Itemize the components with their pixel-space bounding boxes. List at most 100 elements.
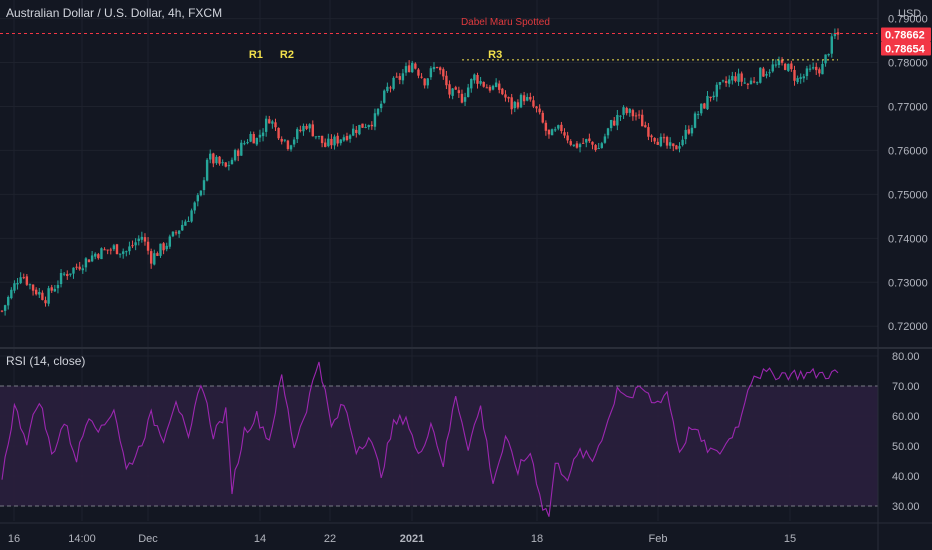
candle-body[interactable]	[631, 110, 635, 117]
candle-body[interactable]	[50, 287, 53, 291]
candle-body[interactable]	[361, 123, 364, 128]
candle-body[interactable]	[759, 67, 762, 83]
candle-body[interactable]	[560, 124, 563, 132]
candle-body[interactable]	[665, 137, 669, 146]
candle-body[interactable]	[460, 93, 464, 103]
candle-body[interactable]	[662, 137, 666, 139]
candle-body[interactable]	[59, 272, 63, 285]
candle-body[interactable]	[351, 128, 355, 136]
candle-body[interactable]	[162, 243, 165, 251]
candle-body[interactable]	[423, 78, 426, 86]
candle-body[interactable]	[38, 291, 41, 295]
candle-body[interactable]	[81, 268, 85, 271]
candle-body[interactable]	[69, 273, 72, 275]
candle-body[interactable]	[594, 145, 597, 150]
candle-body[interactable]	[249, 133, 252, 142]
candle-body[interactable]	[507, 97, 510, 99]
candle-body[interactable]	[358, 124, 361, 135]
candle-body[interactable]	[569, 141, 572, 145]
candle-body[interactable]	[305, 125, 308, 129]
candle-body[interactable]	[277, 127, 280, 139]
candle-body[interactable]	[224, 162, 227, 167]
candle-body[interactable]	[653, 137, 656, 142]
candle-body[interactable]	[675, 145, 678, 150]
candle-body[interactable]	[796, 78, 799, 83]
candle-body[interactable]	[718, 81, 722, 85]
candle-body[interactable]	[261, 132, 265, 137]
candle-body[interactable]	[547, 129, 551, 135]
candle-body[interactable]	[218, 156, 221, 164]
candle-body[interactable]	[488, 86, 492, 91]
candle-body[interactable]	[401, 73, 405, 81]
candle-body[interactable]	[411, 62, 414, 73]
candle-body[interactable]	[264, 118, 268, 132]
candle-body[interactable]	[171, 231, 175, 237]
candle-body[interactable]	[233, 150, 237, 161]
candle-body[interactable]	[622, 107, 625, 115]
candle-body[interactable]	[647, 127, 650, 137]
candle-body[interactable]	[376, 108, 380, 115]
candle-body[interactable]	[572, 144, 576, 146]
candle-body[interactable]	[818, 69, 821, 74]
candle-body[interactable]	[619, 115, 622, 117]
candle-body[interactable]	[538, 108, 541, 113]
candle-body[interactable]	[255, 137, 259, 145]
candle-body[interactable]	[566, 135, 569, 141]
candle-body[interactable]	[681, 139, 684, 146]
candle-body[interactable]	[100, 248, 103, 260]
candle-body[interactable]	[793, 69, 796, 81]
candle-body[interactable]	[7, 296, 10, 306]
candle-body[interactable]	[386, 86, 389, 92]
candle-body[interactable]	[286, 140, 290, 149]
candle-body[interactable]	[606, 128, 610, 136]
candle-body[interactable]	[243, 143, 246, 145]
candle-body[interactable]	[283, 139, 287, 141]
candle-body[interactable]	[184, 221, 187, 226]
candle-body[interactable]	[672, 143, 675, 147]
candle-body[interactable]	[299, 129, 302, 132]
candle-body[interactable]	[13, 283, 16, 291]
candle-body[interactable]	[783, 63, 787, 70]
candle-body[interactable]	[317, 135, 321, 137]
candle-body[interactable]	[339, 139, 342, 144]
candle-body[interactable]	[628, 108, 631, 113]
candle-body[interactable]	[448, 84, 451, 95]
candle-body[interactable]	[752, 81, 756, 83]
candle-body[interactable]	[774, 64, 778, 66]
candle-body[interactable]	[230, 159, 234, 165]
candle-body[interactable]	[66, 273, 69, 277]
candle-body[interactable]	[811, 67, 815, 69]
candle-body[interactable]	[196, 195, 199, 202]
candle-body[interactable]	[227, 165, 231, 167]
candle-body[interactable]	[696, 114, 700, 116]
candle-body[interactable]	[550, 129, 554, 136]
candle-body[interactable]	[700, 103, 703, 114]
candle-body[interactable]	[348, 135, 352, 139]
candle-body[interactable]	[575, 143, 579, 148]
candle-body[interactable]	[494, 82, 498, 87]
candle-body[interactable]	[271, 121, 274, 124]
candle-body[interactable]	[830, 36, 833, 54]
candle-body[interactable]	[429, 68, 433, 78]
candle-body[interactable]	[815, 66, 818, 71]
candle-body[interactable]	[103, 249, 106, 251]
candle-body[interactable]	[805, 68, 809, 77]
candle-body[interactable]	[215, 156, 218, 164]
candle-body[interactable]	[535, 106, 538, 109]
candle-body[interactable]	[28, 284, 32, 286]
candle-body[interactable]	[734, 76, 737, 82]
candle-body[interactable]	[165, 245, 168, 250]
candle-body[interactable]	[193, 202, 196, 211]
candle-body[interactable]	[479, 80, 482, 84]
candle-body[interactable]	[637, 114, 641, 116]
candle-body[interactable]	[78, 266, 81, 270]
candle-body[interactable]	[749, 80, 753, 85]
candle-body[interactable]	[597, 148, 600, 150]
candle-body[interactable]	[491, 85, 495, 90]
candle-body[interactable]	[541, 112, 544, 123]
candle-body[interactable]	[482, 81, 485, 87]
candle-body[interactable]	[445, 75, 448, 86]
candle-body[interactable]	[122, 251, 125, 254]
candle-body[interactable]	[768, 72, 771, 74]
candle-body[interactable]	[392, 77, 395, 89]
